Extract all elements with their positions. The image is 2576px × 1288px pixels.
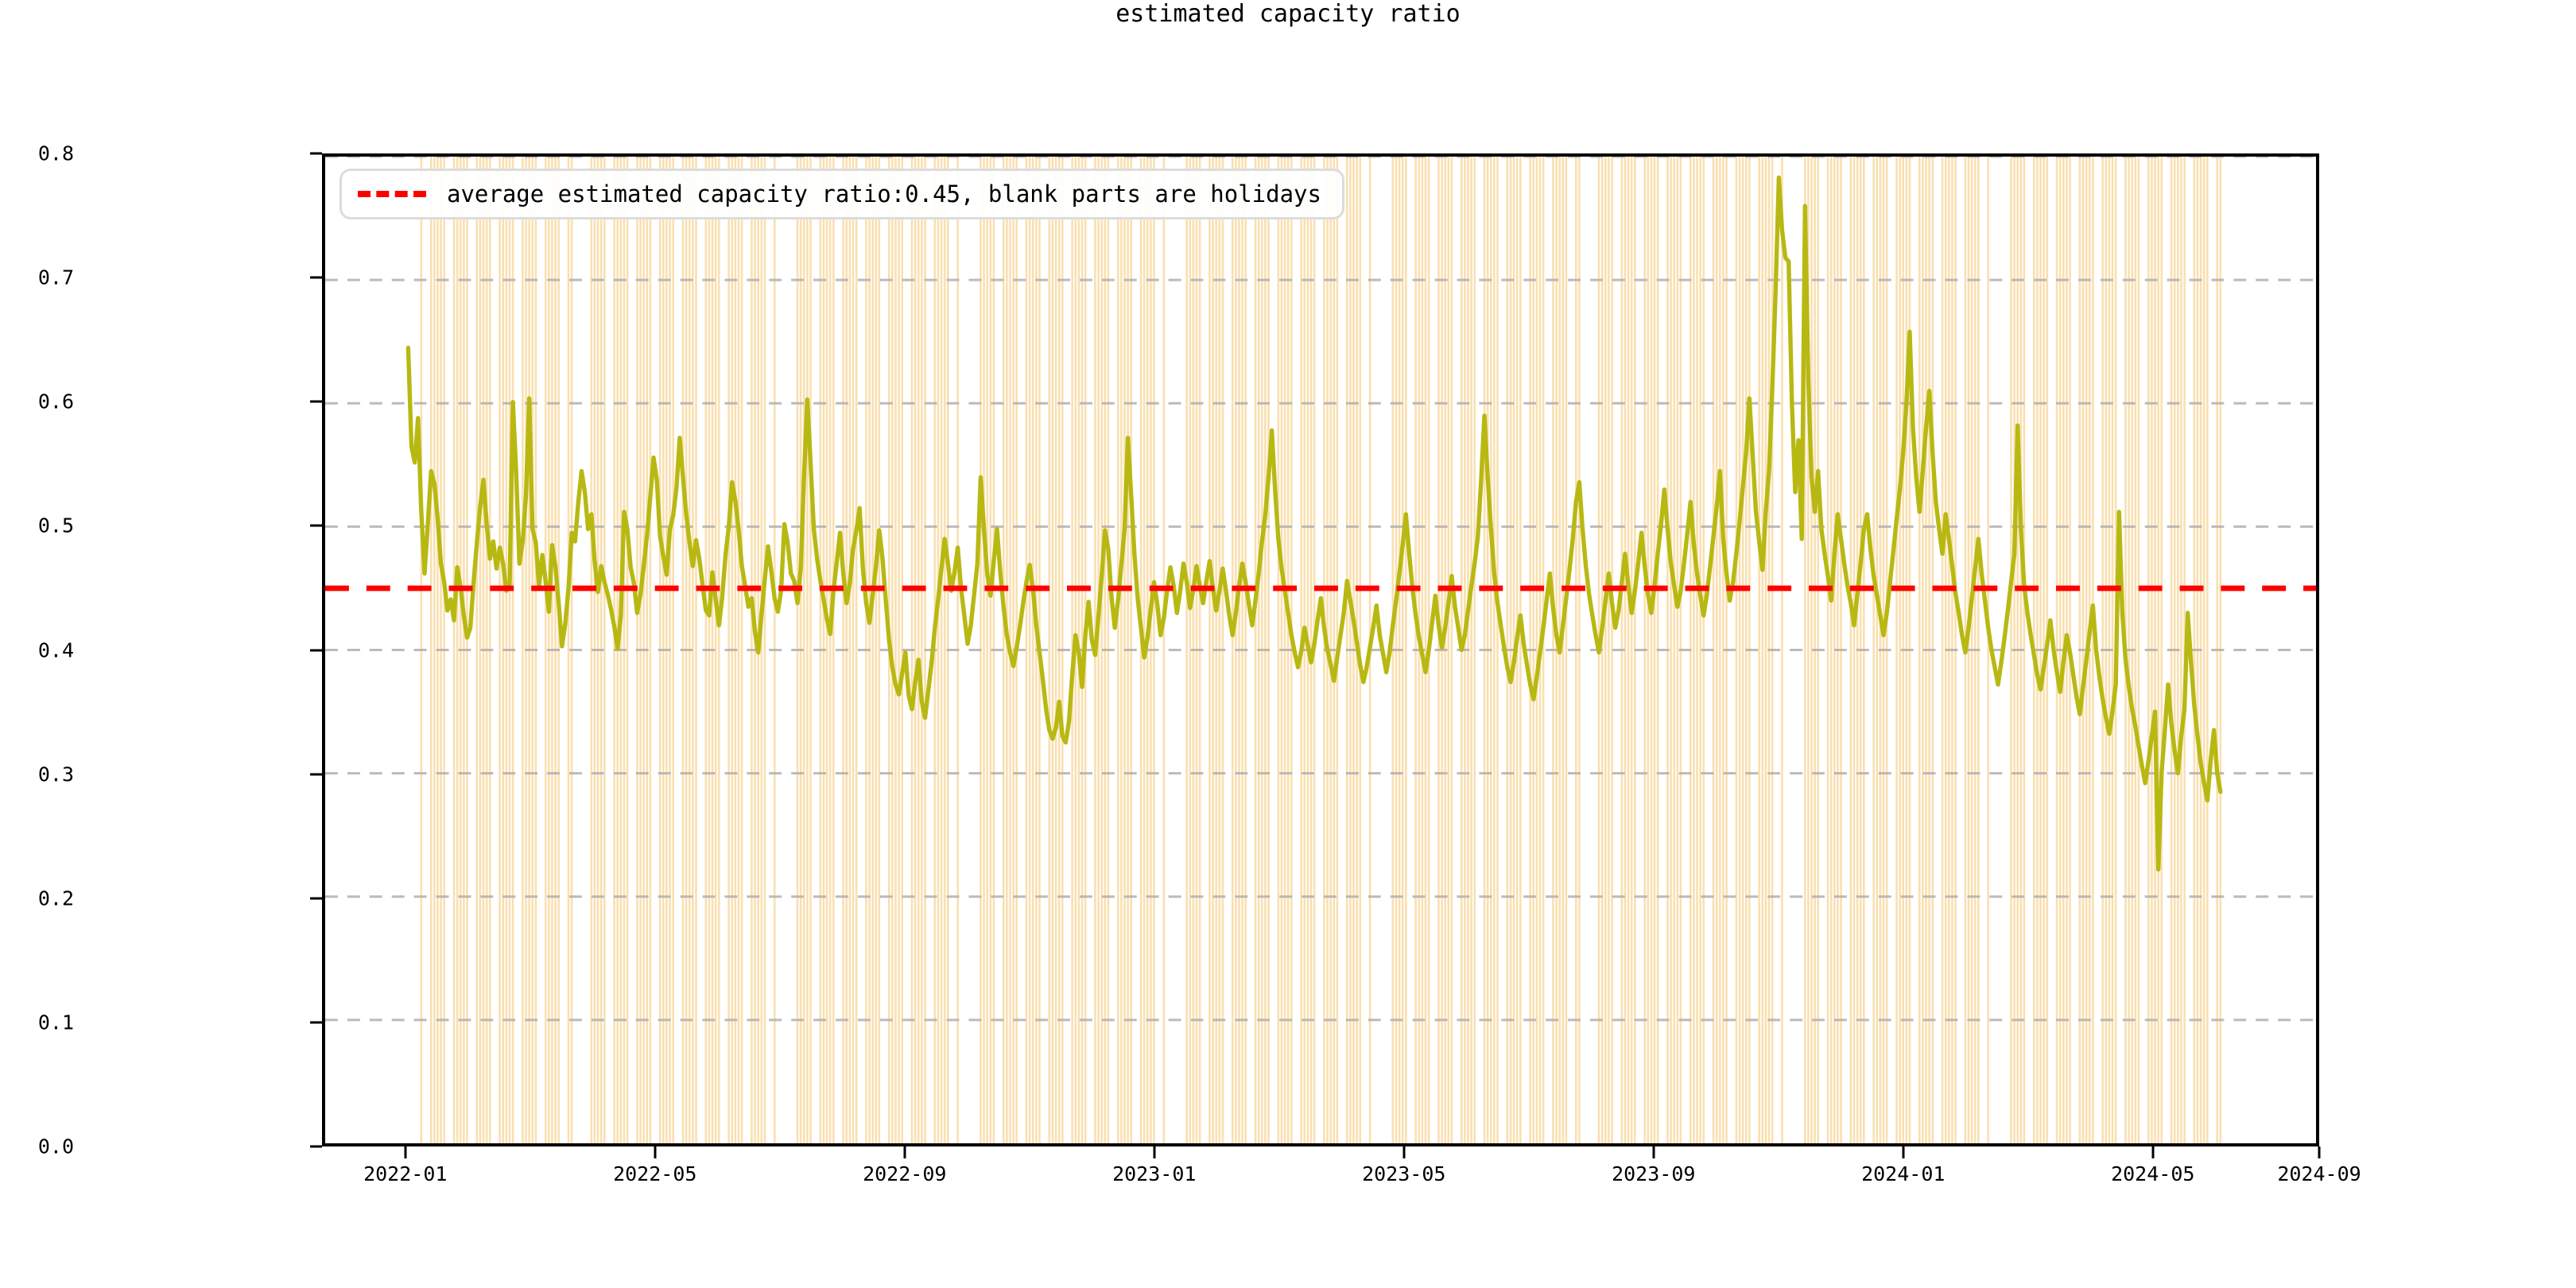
y-axis-tick-mark	[310, 897, 322, 900]
x-axis-tick-mark	[2318, 1146, 2321, 1158]
x-axis-tick-mark	[1902, 1146, 1905, 1158]
plot-canvas	[325, 157, 2316, 1143]
x-axis-tick-mark	[903, 1146, 906, 1158]
x-axis-tick-label: 2023-05	[1362, 1162, 1446, 1185]
y-axis-tick-label: 0.8	[37, 142, 74, 165]
x-axis-tick-mark	[1153, 1146, 1156, 1158]
y-axis-tick-mark	[310, 773, 322, 776]
x-axis-tick-label: 2024-05	[2111, 1162, 2195, 1185]
y-axis-tick-mark	[310, 276, 322, 279]
x-axis-tick-mark	[1652, 1146, 1655, 1158]
y-axis-tick-mark	[310, 649, 322, 651]
x-axis-tick-label: 2023-09	[1612, 1162, 1696, 1185]
x-axis-tick-label: 2023-01	[1112, 1162, 1197, 1185]
y-axis-tick-label: 0.5	[37, 514, 74, 537]
capacity-ratio-line	[405, 175, 2223, 872]
x-axis-tick-mark	[654, 1146, 657, 1158]
x-axis-tick-label: 2024-09	[2277, 1162, 2361, 1185]
legend-average-line-swatch	[358, 191, 426, 197]
x-axis-tick-label: 2022-09	[863, 1162, 947, 1185]
plot-area	[322, 153, 2319, 1146]
y-axis-tick-label: 0.2	[37, 886, 74, 910]
y-axis-tick-mark	[310, 400, 322, 403]
x-axis-tick-label: 2022-01	[363, 1162, 448, 1185]
y-axis-tick-label: 0.0	[37, 1135, 74, 1158]
y-axis-tick-mark	[310, 1145, 322, 1148]
y-axis-tick-label: 0.1	[37, 1011, 74, 1034]
y-axis-tick-label: 0.6	[37, 390, 74, 413]
y-axis-tick-mark	[310, 152, 322, 155]
y-axis-tick-mark	[310, 524, 322, 527]
legend-average-label: average estimated capacity ratio:0.45, b…	[447, 180, 1321, 208]
y-axis-tick-label: 0.3	[37, 762, 74, 786]
chart-title: estimated capacity ratio	[1115, 0, 1461, 28]
x-axis-tick-mark	[404, 1146, 407, 1158]
x-axis-tick-mark	[1402, 1146, 1406, 1158]
x-axis-tick-label: 2022-05	[613, 1162, 697, 1185]
y-axis-tick-mark	[310, 1021, 322, 1024]
x-axis-tick-label: 2024-01	[1861, 1162, 1946, 1185]
legend[interactable]: average estimated capacity ratio:0.45, b…	[339, 169, 1344, 219]
x-axis-tick-mark	[2151, 1146, 2155, 1158]
y-axis-tick-label: 0.4	[37, 638, 74, 661]
y-axis-tick-label: 0.7	[37, 266, 74, 289]
